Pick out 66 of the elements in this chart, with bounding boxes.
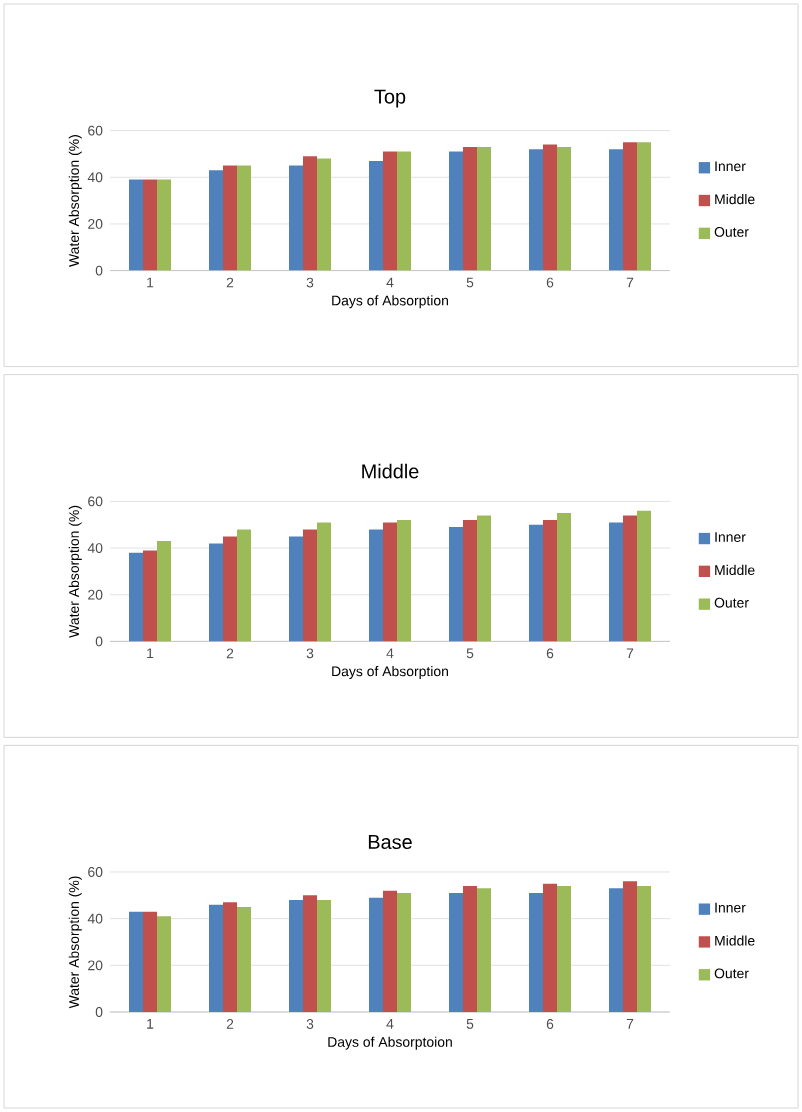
bar xyxy=(317,158,331,271)
bar xyxy=(462,520,477,642)
chart-title: Middle xyxy=(362,463,419,479)
bar xyxy=(157,916,171,1012)
bar xyxy=(368,160,383,271)
bar xyxy=(289,165,303,271)
bar xyxy=(622,142,637,271)
bar xyxy=(397,892,411,1012)
bar xyxy=(129,179,143,271)
bar xyxy=(556,885,571,1012)
bar xyxy=(448,527,463,642)
bar xyxy=(237,529,251,642)
bar xyxy=(143,550,157,642)
bar xyxy=(223,902,237,1012)
bar xyxy=(223,536,237,642)
bar xyxy=(608,522,623,642)
bar xyxy=(397,151,411,271)
bar xyxy=(528,524,543,642)
bar xyxy=(556,146,571,271)
bar xyxy=(209,543,223,642)
bar xyxy=(317,522,331,642)
bar xyxy=(223,165,237,271)
bar xyxy=(556,513,571,642)
bar xyxy=(542,520,557,642)
bar xyxy=(157,541,171,642)
bar xyxy=(476,146,491,271)
bar xyxy=(303,156,317,271)
bar xyxy=(129,911,143,1012)
bar xyxy=(209,904,223,1012)
bar xyxy=(528,892,543,1012)
bar xyxy=(303,895,317,1012)
bar xyxy=(129,552,143,642)
bar xyxy=(237,906,251,1012)
bar xyxy=(157,179,171,271)
bar xyxy=(528,149,543,271)
bar xyxy=(608,149,623,271)
bar xyxy=(143,179,157,271)
bar xyxy=(608,888,623,1012)
bar xyxy=(476,888,491,1012)
bar xyxy=(462,146,477,271)
bar xyxy=(317,899,331,1012)
chart-title: Top xyxy=(374,89,406,108)
bar xyxy=(397,520,411,642)
bar xyxy=(382,151,397,271)
bar xyxy=(143,911,157,1012)
bar xyxy=(209,170,223,271)
bar xyxy=(636,510,651,642)
bar xyxy=(303,529,317,642)
chart-title: Base xyxy=(368,835,412,849)
bar xyxy=(542,144,557,271)
bar xyxy=(368,529,383,642)
bar xyxy=(382,522,397,642)
bar xyxy=(289,536,303,642)
bar xyxy=(636,142,651,271)
bar xyxy=(237,165,251,271)
bar xyxy=(448,151,463,271)
bar xyxy=(382,890,397,1012)
bar xyxy=(448,892,463,1012)
bar xyxy=(622,881,637,1012)
bar xyxy=(542,883,557,1012)
bar xyxy=(368,897,383,1012)
bar xyxy=(622,515,637,642)
bar xyxy=(636,885,651,1012)
bar xyxy=(476,515,491,642)
bar xyxy=(289,899,303,1012)
bar xyxy=(462,885,477,1012)
